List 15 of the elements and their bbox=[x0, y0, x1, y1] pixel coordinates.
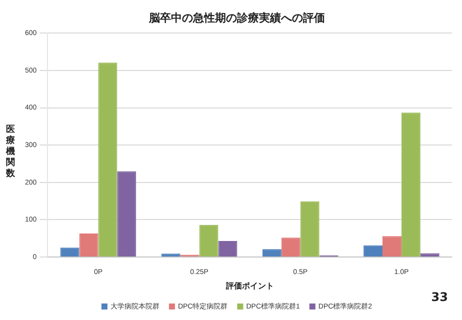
bar bbox=[60, 248, 80, 256]
bar bbox=[420, 253, 440, 256]
bar bbox=[98, 62, 118, 256]
x-axis-title: 評価ポイント bbox=[224, 281, 274, 290]
bar bbox=[117, 171, 136, 256]
bar bbox=[262, 249, 282, 256]
bar bbox=[199, 224, 218, 256]
bar bbox=[382, 236, 402, 256]
y-axis-title: 医療機関数 bbox=[6, 125, 15, 180]
bar bbox=[364, 245, 383, 256]
chart-title: 脳卒中の急性期の診療実績への評価 bbox=[148, 11, 325, 24]
bar bbox=[401, 112, 420, 256]
text: 33 bbox=[431, 290, 448, 304]
bar bbox=[300, 201, 320, 256]
bar bbox=[79, 234, 98, 256]
